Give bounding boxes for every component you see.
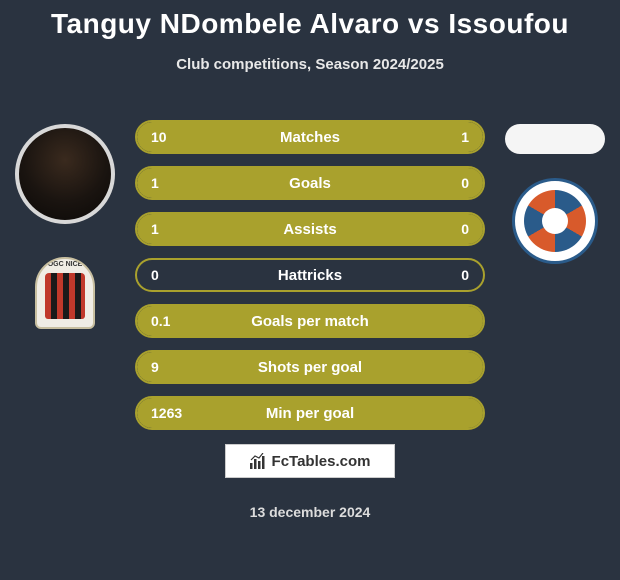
stat-row: 10Goals [135, 166, 485, 200]
stat-row: 10Assists [135, 212, 485, 246]
stat-label: Shots per goal [137, 359, 483, 376]
branding-text: FcTables.com [272, 453, 371, 470]
left-player-column: OGC NICE [10, 124, 120, 338]
stat-row: 1263Min per goal [135, 396, 485, 430]
branding-badge[interactable]: FcTables.com [225, 444, 395, 478]
stat-label: Goals per match [137, 313, 483, 330]
stat-row: 101Matches [135, 120, 485, 154]
stat-row: 9Shots per goal [135, 350, 485, 384]
left-player-avatar [15, 124, 115, 224]
stat-label: Hattricks [137, 267, 483, 284]
chart-icon [250, 453, 266, 469]
right-player-column [500, 124, 610, 264]
page-title: Tanguy NDombele Alvaro vs Issoufou [0, 0, 620, 40]
left-player-club-badge: OGC NICE [25, 248, 105, 338]
stat-label: Assists [137, 221, 483, 238]
stat-label: Matches [137, 129, 483, 146]
stat-row: 0.1Goals per match [135, 304, 485, 338]
stat-label: Min per goal [137, 405, 483, 422]
left-club-label: OGC NICE [37, 261, 93, 268]
stats-list: 101Matches 10Goals 10Assists 00Hattricks 0.1… [135, 120, 485, 430]
right-player-club-badge [512, 178, 598, 264]
stat-row: 00Hattricks [135, 258, 485, 292]
subtitle: Club competitions, Season 2024/2025 [0, 56, 620, 73]
date-label: 13 december 2024 [0, 504, 620, 520]
stat-label: Goals [137, 175, 483, 192]
right-player-avatar [505, 124, 605, 154]
